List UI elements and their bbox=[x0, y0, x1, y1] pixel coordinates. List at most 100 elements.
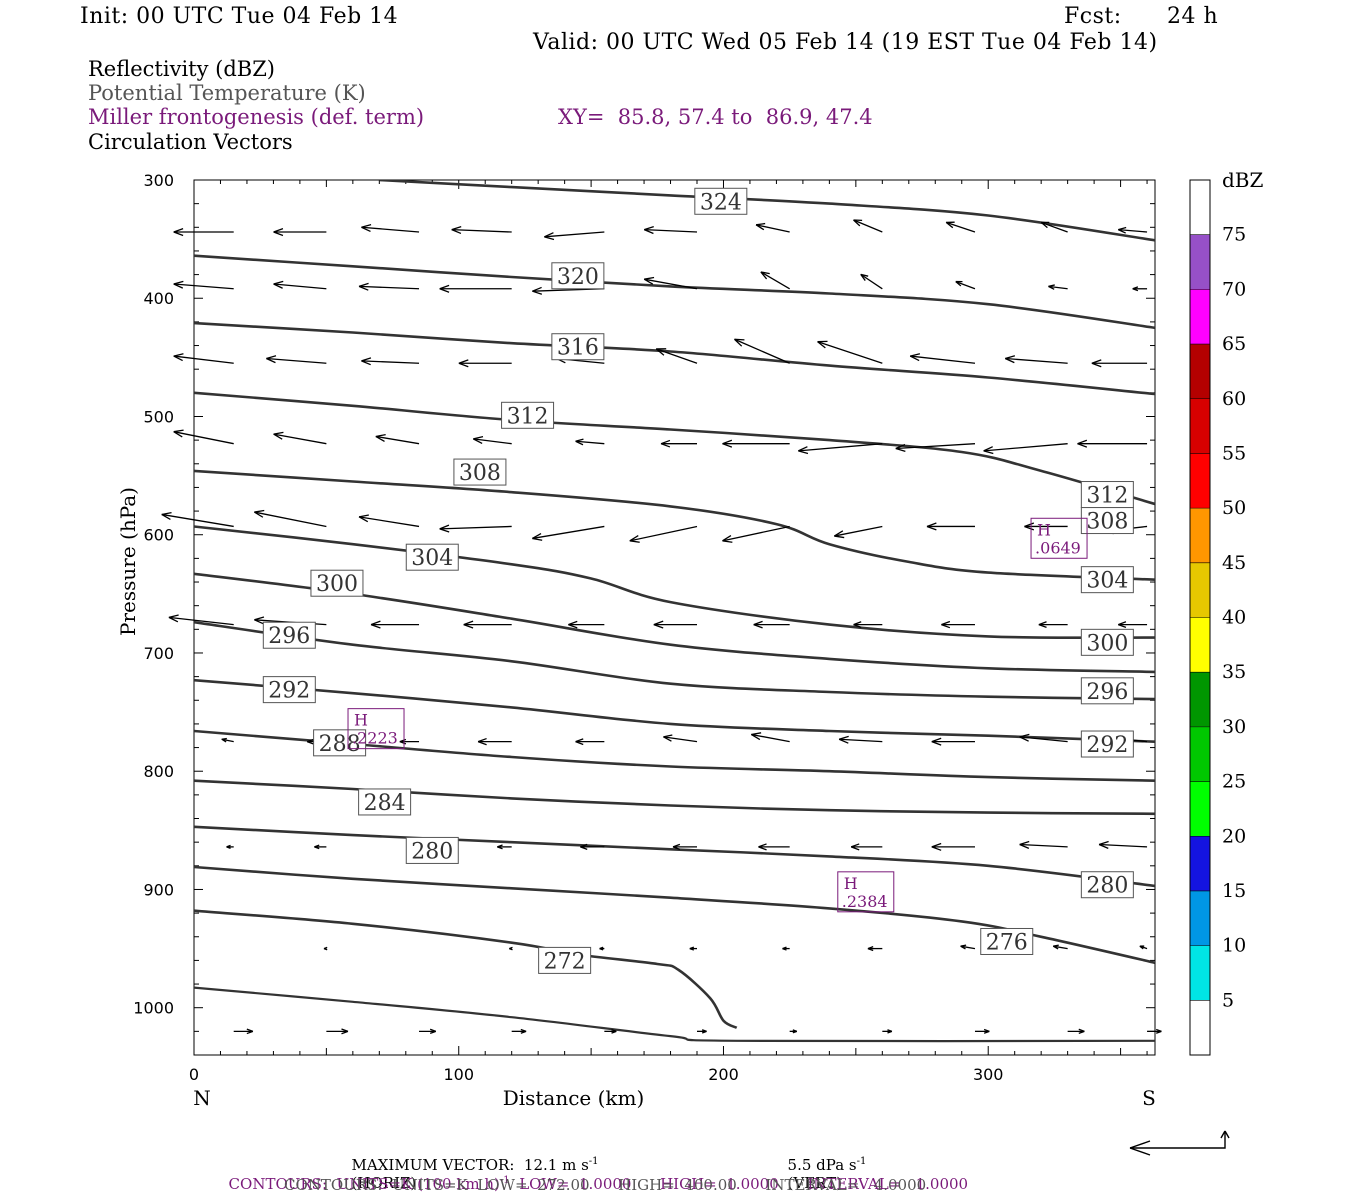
circulation-vector bbox=[663, 734, 698, 743]
vector-head bbox=[375, 434, 386, 442]
vector-head bbox=[722, 439, 733, 448]
theta-contour-284 bbox=[194, 779, 1155, 816]
circulation-vector bbox=[226, 844, 234, 849]
vector-shaft bbox=[1005, 357, 1068, 364]
vector-head bbox=[173, 280, 184, 289]
contour-label-box bbox=[980, 927, 1034, 955]
circulation-vector bbox=[760, 271, 790, 290]
vector-head bbox=[853, 219, 863, 227]
cross-section-endpoints: XY= 85.8, 57.4 to 86.9, 47.4 bbox=[558, 105, 873, 129]
theta-contour-296 bbox=[194, 620, 1155, 701]
x-tick-label-300: 300 bbox=[973, 1065, 1004, 1084]
circulation-vector bbox=[358, 514, 420, 528]
vector-head bbox=[611, 1028, 617, 1034]
circulation-vector bbox=[1040, 221, 1068, 233]
circulation-vector bbox=[955, 280, 976, 290]
circulation-vector bbox=[477, 737, 512, 746]
vector-head bbox=[399, 738, 407, 745]
y-tick-label-700: 700 bbox=[143, 644, 174, 663]
vector-shaft bbox=[1053, 945, 1068, 950]
circulation-vector bbox=[750, 732, 790, 743]
vector-shaft bbox=[663, 736, 698, 743]
contour-label-box bbox=[310, 569, 364, 597]
circulation-vector bbox=[575, 438, 605, 446]
vector-shaft bbox=[722, 525, 790, 542]
circulation-vector bbox=[575, 738, 605, 746]
vector-shaft bbox=[168, 616, 234, 626]
circulation-vector bbox=[1048, 284, 1068, 290]
vector-head bbox=[734, 338, 745, 347]
theta-contour-272 bbox=[194, 909, 738, 1029]
frontogenesis-high-label: H bbox=[844, 874, 858, 893]
max-vector-horiz-tag: (HORIZ) bbox=[351, 1174, 417, 1192]
vector-head bbox=[753, 620, 763, 629]
vector-shaft bbox=[910, 355, 976, 364]
contour-label-316: 316 bbox=[557, 336, 599, 361]
contour-label-box bbox=[453, 458, 507, 486]
colorbar-label-75: 75 bbox=[1222, 224, 1246, 246]
vector-head bbox=[273, 227, 284, 237]
vector-head bbox=[341, 1028, 349, 1035]
vector-head bbox=[643, 276, 655, 285]
colorbar-swatch bbox=[1190, 945, 1210, 1001]
vector-shaft bbox=[544, 231, 605, 238]
circulation-vector bbox=[458, 359, 512, 368]
contour-label-box bbox=[1080, 628, 1134, 656]
vector-head bbox=[1132, 286, 1139, 292]
circulation-vector bbox=[1052, 944, 1068, 950]
vector-head bbox=[568, 620, 578, 629]
circulation-vector bbox=[439, 284, 512, 293]
y-tick-label-1000: 1000 bbox=[133, 999, 174, 1018]
colorbar-label-15: 15 bbox=[1222, 880, 1246, 902]
circulation-vector bbox=[273, 431, 327, 445]
vector-head bbox=[838, 735, 849, 744]
frontogenesis-high-value: .0649 bbox=[1035, 538, 1081, 557]
x-end-label-south: S bbox=[1142, 1086, 1156, 1110]
vector-head bbox=[895, 443, 906, 452]
vector-head bbox=[254, 509, 265, 518]
vector-shaft bbox=[817, 341, 883, 364]
vector-head bbox=[1078, 1028, 1085, 1035]
frontogenesis-high-value: .2223 bbox=[352, 729, 398, 748]
vector-head bbox=[463, 620, 474, 629]
vector-shaft bbox=[734, 338, 790, 364]
colorbar-label-55: 55 bbox=[1222, 442, 1246, 464]
vector-head bbox=[477, 737, 487, 746]
vector-shaft bbox=[751, 733, 790, 743]
circulation-vector bbox=[983, 443, 1068, 455]
contours1-range: LOW= 1.0000 HIGH= 1.0000 INTERVAL= 1.000… bbox=[509, 1175, 969, 1193]
circulation-vector bbox=[1067, 1028, 1085, 1035]
circulation-vector bbox=[221, 737, 234, 743]
y-tick-label-600: 600 bbox=[143, 526, 174, 545]
colorbar-label-30: 30 bbox=[1222, 716, 1246, 738]
vector-shaft bbox=[853, 219, 883, 233]
vector-head bbox=[580, 843, 588, 851]
y-tick-label-900: 900 bbox=[143, 880, 174, 899]
vector-head bbox=[358, 514, 369, 523]
circulation-vector bbox=[233, 1028, 254, 1035]
contour-label-box bbox=[1080, 566, 1134, 594]
vector-head bbox=[429, 1028, 437, 1035]
theta-contour-292 bbox=[194, 678, 1155, 743]
reference-vector-shaft bbox=[1130, 1131, 1226, 1149]
circulation-vector bbox=[168, 614, 234, 626]
colorbar-label-70: 70 bbox=[1222, 278, 1246, 300]
vector-head bbox=[655, 348, 667, 356]
vector-head bbox=[1048, 284, 1055, 290]
frontogenesis-high-value: .2384 bbox=[842, 892, 888, 911]
x-axis-title: Distance (km) bbox=[503, 1086, 645, 1110]
circulation-vector bbox=[497, 844, 512, 850]
contour-label-296: 296 bbox=[1086, 680, 1128, 705]
contour-label-box bbox=[551, 262, 605, 290]
y-tick-label-300: 300 bbox=[143, 171, 174, 190]
vector-head bbox=[306, 738, 314, 745]
circulation-vector bbox=[266, 355, 327, 364]
vector-shaft bbox=[473, 438, 512, 445]
circulation-vector bbox=[451, 225, 512, 235]
axis-ticks bbox=[193, 179, 1155, 1056]
circulation-vector bbox=[375, 434, 420, 445]
contour-label-312: 312 bbox=[1086, 484, 1128, 509]
vector-shaft bbox=[895, 443, 976, 450]
